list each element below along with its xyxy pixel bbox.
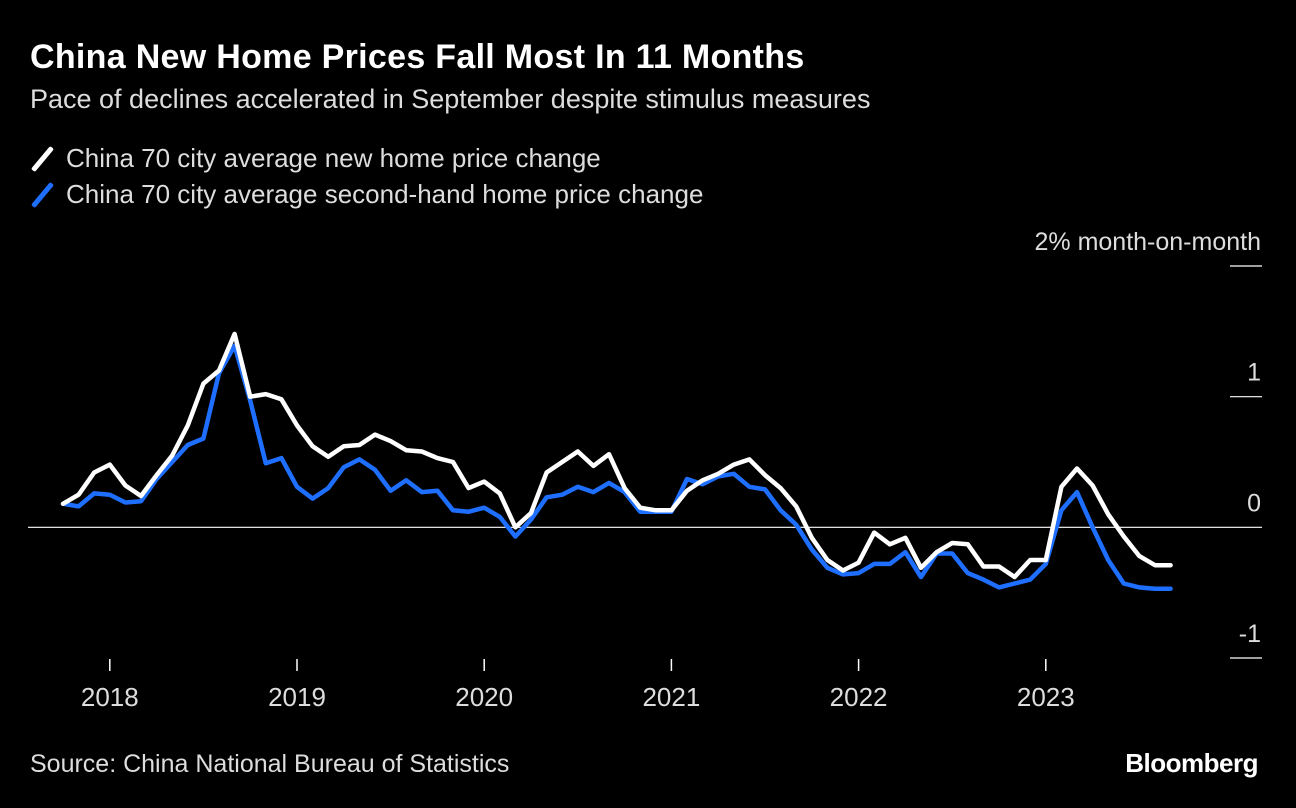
chart-title: China New Home Prices Fall Most In 11 Mo… [30, 38, 805, 76]
chart-subtitle: Pace of declines accelerated in Septembe… [30, 84, 871, 114]
legend-item-second-hand: China 70 city average second-hand home p… [30, 176, 703, 212]
x-tick-label-2019: 2019 [268, 682, 326, 712]
y-tick-label-3: -1 [1239, 620, 1261, 648]
x-tick-label-2018: 2018 [81, 682, 139, 712]
x-axis: 2018 2019 2020 2021 2022 2023 [81, 659, 1075, 712]
y-axis: 2% month-on-month 1 0 -1 [1034, 228, 1262, 659]
x-tick-label-2021: 2021 [642, 682, 700, 712]
legend-label-second-hand: China 70 city average second-hand home p… [66, 178, 704, 209]
x-tick-label-2022: 2022 [830, 682, 888, 712]
series-group [60, 331, 1173, 591]
bloomberg-logo: Bloomberg [1125, 748, 1258, 778]
series-line-new-home [60, 331, 1173, 580]
legend: China 70 city average new home price cha… [30, 140, 703, 212]
y-tick-label-0: 2% month-on-month [1034, 228, 1261, 256]
source-note: Source: China National Bureau of Statist… [30, 750, 510, 778]
legend-item-new-home: China 70 city average new home price cha… [30, 140, 703, 176]
y-tick-label-1: 1 [1247, 359, 1261, 387]
legend-label-new-home: China 70 city average new home price cha… [66, 142, 601, 173]
x-tick-label-2020: 2020 [455, 682, 513, 712]
x-tick-label-2023: 2023 [1017, 682, 1075, 712]
y-tick-label-2: 0 [1247, 489, 1261, 517]
